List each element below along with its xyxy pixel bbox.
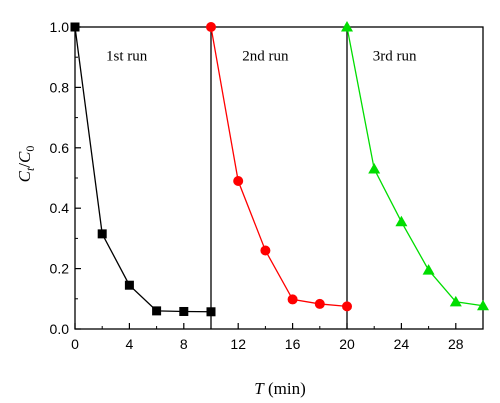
y-tick-label: 0.8 <box>50 79 70 95</box>
series-2 <box>206 22 352 312</box>
y-tick-label: 0.6 <box>50 140 70 156</box>
run-labels: 1st run 2nd run 3rd run <box>106 49 417 65</box>
x-tick-label: 16 <box>285 336 301 352</box>
data-point <box>287 294 298 305</box>
y-axis-c1: C <box>15 170 34 182</box>
y-tick-label: 1.0 <box>50 19 70 35</box>
run-label: 3rd run <box>373 49 417 65</box>
plot-area <box>74 26 484 330</box>
x-tick-label: 24 <box>394 336 410 352</box>
data-point <box>422 264 435 275</box>
series-line <box>74 26 212 313</box>
data-point <box>368 162 381 174</box>
data-point <box>97 229 107 239</box>
series-3 <box>341 21 489 311</box>
y-axis-c2: C <box>15 151 34 163</box>
data-point <box>260 245 271 256</box>
data-point <box>314 298 325 309</box>
data-point <box>124 280 134 290</box>
series-line <box>346 26 484 307</box>
data-point <box>233 176 244 187</box>
data-point <box>206 307 216 317</box>
data-point <box>342 301 352 312</box>
data-point <box>179 306 189 316</box>
run-label: 2nd run <box>242 49 289 65</box>
x-tick-label: 8 <box>180 336 188 352</box>
data-point <box>449 295 462 307</box>
run-separators <box>210 27 348 329</box>
x-axis: 0 4 8 12 16 20 24 28 <box>71 323 464 352</box>
run-label: 1st run <box>106 49 148 65</box>
x-tick-label: 28 <box>448 336 464 352</box>
data-point <box>395 215 408 227</box>
y-axis-title: Ct/C0 <box>15 146 37 183</box>
y-tick-label: 0.4 <box>50 200 70 216</box>
x-axis-variable: T <box>254 379 265 398</box>
plot-frame <box>74 26 484 330</box>
y-axis: 0.0 0.2 0.4 0.6 0.8 1.0 <box>50 19 81 337</box>
x-tick-label: 12 <box>230 336 246 352</box>
data-point <box>341 21 353 32</box>
y-axis-s2: 0 <box>23 146 37 152</box>
x-axis-unit: (min) <box>264 379 306 398</box>
series-1 <box>70 22 216 317</box>
data-point <box>477 299 489 311</box>
y-tick-label: 0.2 <box>50 261 70 277</box>
x-tick-label: 4 <box>126 336 134 352</box>
data-point <box>152 306 162 316</box>
y-axis-s1: t <box>23 167 37 171</box>
x-axis-title: T (min) <box>254 379 306 398</box>
series-line <box>210 26 348 307</box>
x-tick-label: 20 <box>339 336 355 352</box>
y-axis-sep: / <box>15 163 34 168</box>
series-layer <box>70 21 489 317</box>
x-tick-label: 0 <box>71 336 79 352</box>
y-tick-label: 0.0 <box>50 321 70 337</box>
data-point <box>206 22 216 32</box>
